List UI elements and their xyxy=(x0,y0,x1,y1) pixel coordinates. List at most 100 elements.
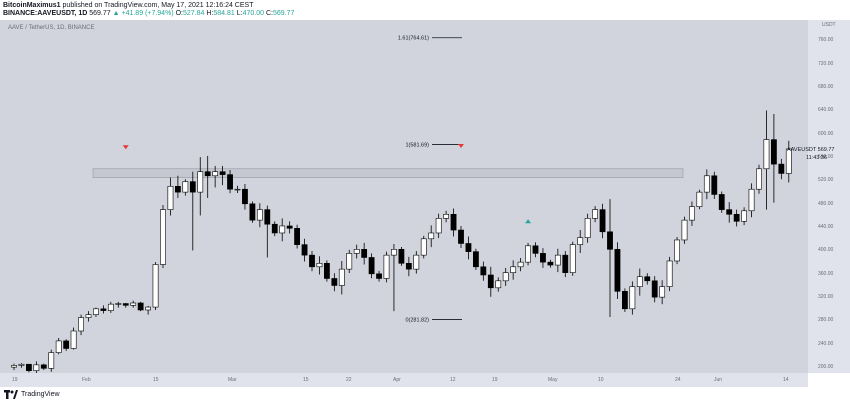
price-tick-label: 640.00 xyxy=(818,107,834,114)
open-label: O: xyxy=(175,10,183,17)
candle-body xyxy=(167,185,174,210)
candle-body xyxy=(63,340,70,349)
candle-body xyxy=(33,364,40,371)
price-tick-label: 320.00 xyxy=(818,294,834,301)
candle-body xyxy=(718,194,725,210)
candle-body xyxy=(495,280,502,289)
candle-body xyxy=(376,273,382,279)
date-tick-label: Jun xyxy=(714,377,723,383)
candle-body xyxy=(480,266,487,276)
date-tick-label: 19 xyxy=(12,377,18,383)
candle-body xyxy=(398,249,405,264)
candle-body xyxy=(145,306,151,311)
candle-body xyxy=(189,181,196,193)
chart-plot-area[interactable]: AAVE / TetherUS, 1D, BINANCE 1.61(764.61… xyxy=(0,20,808,373)
candle-body xyxy=(78,317,84,332)
candle-body xyxy=(741,210,747,222)
publish-line: BitcoinMaximus1 published on TradingView… xyxy=(3,2,253,9)
date-tick-label: 12 xyxy=(450,377,456,383)
candle-body xyxy=(458,229,464,244)
last-price-tag: AAVEUSDT 569.77 xyxy=(787,147,835,154)
candle-body xyxy=(137,302,144,311)
tradingview-brand: TradingView xyxy=(21,391,60,398)
candle-body xyxy=(487,274,494,289)
tradingview-logo[interactable]: TradingView xyxy=(4,390,60,399)
candle-body xyxy=(532,245,539,254)
price-axis[interactable]: USDT 760.00 720.00 680.00 640.00 600.00 560.0… xyxy=(808,20,850,373)
chart-header: BitcoinMaximus1 published on TradingView… xyxy=(0,0,850,20)
ohlc-line: BINANCE:AAVEUSDT, 1D 569.77 ▲ +41.89 (+7… xyxy=(3,10,294,17)
candle-body xyxy=(48,352,55,369)
candle-body xyxy=(301,244,308,256)
candle-body xyxy=(331,278,338,286)
candle-body xyxy=(689,206,695,221)
candle-body xyxy=(212,171,219,177)
publish-info: published on TradingView.com, May 17, 20… xyxy=(62,2,254,9)
candle-body xyxy=(242,188,248,205)
candle-body xyxy=(70,330,77,349)
candle-body xyxy=(592,209,598,219)
time-axis[interactable]: 19 Feb 15 Mar 15 22 Apr 12 19 May 10 24 Jun 14 xyxy=(0,373,808,387)
sell-arrow-icon xyxy=(458,144,464,149)
candle-body xyxy=(696,191,703,208)
candle-body xyxy=(353,249,360,254)
candle-body xyxy=(368,257,375,275)
candle-body xyxy=(644,276,651,282)
candle-body xyxy=(703,175,710,193)
candle-body xyxy=(405,263,412,270)
candlestick-chart[interactable]: 1.61(764.61) 1(581.69) 0(281.82) xyxy=(0,20,808,373)
candle-body xyxy=(18,363,25,366)
resistance-zone xyxy=(92,168,684,178)
price-tick-label: 720.00 xyxy=(818,60,834,67)
author-name[interactable]: BitcoinMaximus1 xyxy=(3,2,61,9)
price-tick-label: 520.00 xyxy=(818,177,834,184)
candle-body xyxy=(249,203,256,221)
candle-body xyxy=(323,263,330,279)
candle-body xyxy=(525,245,531,263)
symbol-interval: BINANCE:AAVEUSDT, 1D xyxy=(3,10,88,17)
candle-body xyxy=(621,291,628,310)
candle-body xyxy=(659,286,666,298)
candle-body xyxy=(554,254,561,266)
candle-body xyxy=(502,272,509,282)
candle-body xyxy=(748,188,755,212)
fib-level-label: 1(581.69) xyxy=(405,142,429,148)
candle-body xyxy=(361,249,368,258)
candle-body xyxy=(204,171,211,177)
candle-body xyxy=(286,225,293,229)
date-tick-label: 15 xyxy=(303,377,309,383)
candle-body xyxy=(107,303,114,311)
candle-body xyxy=(450,213,457,231)
sell-arrow-icon xyxy=(122,145,129,150)
low-label: L: xyxy=(236,10,243,17)
candle-body xyxy=(763,139,770,170)
candle-body xyxy=(666,260,673,287)
open-value: 527.84 xyxy=(182,10,205,17)
candle-body xyxy=(562,254,569,273)
candle-body xyxy=(629,286,636,310)
candle-body xyxy=(25,363,32,371)
candle-body xyxy=(785,148,792,174)
currency-label: USDT xyxy=(822,22,836,28)
high-label: H: xyxy=(206,10,214,17)
candle-body xyxy=(517,261,524,268)
candle-body xyxy=(770,139,777,165)
candle-body xyxy=(227,174,233,190)
candle-body xyxy=(540,253,546,263)
candle-body xyxy=(472,251,479,268)
candle-body xyxy=(428,232,435,240)
candle-body xyxy=(726,209,733,215)
candle-body xyxy=(651,280,658,298)
candle-body xyxy=(607,231,613,250)
candle-body xyxy=(636,276,643,287)
buy-arrow-icon xyxy=(525,219,532,224)
price-tick-label: 440.00 xyxy=(818,224,834,231)
candle-body xyxy=(316,263,323,268)
candle-body xyxy=(756,168,762,190)
candle-body xyxy=(510,266,517,273)
candle-body xyxy=(55,340,62,353)
price-tick-label: 200.00 xyxy=(818,364,834,371)
date-tick-label: 22 xyxy=(346,377,352,383)
price-tick-label: 560.00 xyxy=(818,154,834,161)
last-price: 569.77 xyxy=(89,10,111,17)
